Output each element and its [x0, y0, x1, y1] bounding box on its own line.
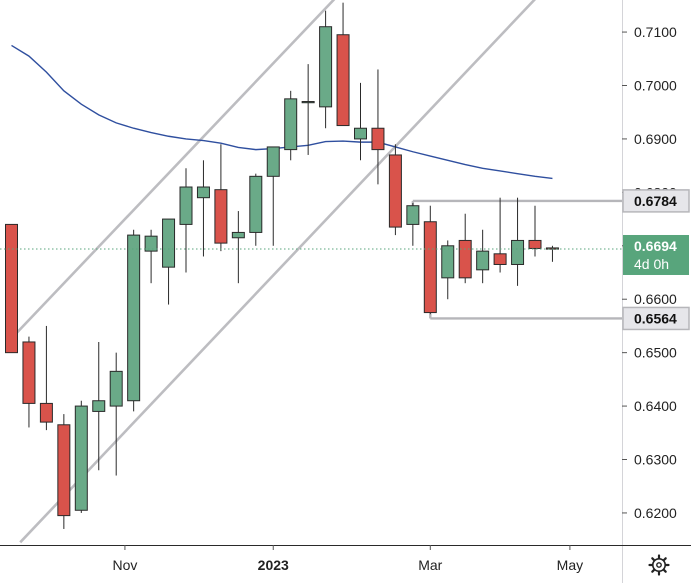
level-tag-box	[622, 306, 690, 331]
candle-body-up	[511, 239, 525, 265]
candle	[127, 229, 141, 412]
candle	[458, 213, 472, 284]
price-tags-layer: 0.6784 0.6564 0.6694 4d 0h	[622, 189, 690, 331]
candle-body-down	[423, 221, 437, 314]
x-tick-label: Mar	[418, 557, 442, 573]
candle-body-down	[493, 253, 507, 265]
candle	[528, 205, 542, 257]
y-tick-label: 0.6400	[634, 398, 677, 414]
candle-body-down	[388, 154, 402, 228]
candle	[57, 414, 71, 529]
y-tick-label: 0.7100	[634, 24, 677, 40]
current-price-tag: 0.6694 4d 0h	[623, 234, 689, 275]
level-tag-box	[622, 189, 690, 213]
candle-body-down	[5, 223, 18, 354]
channel-layer	[7, 0, 537, 544]
candle	[493, 197, 507, 273]
candle	[476, 229, 490, 284]
candle-body-down	[336, 34, 350, 127]
candle	[301, 64, 315, 155]
candle	[388, 144, 402, 236]
y-tick-label: 0.6600	[634, 291, 677, 307]
candle	[545, 245, 559, 262]
candle-body-up	[74, 405, 88, 511]
time-axis[interactable]: Nov 2023 Mar May	[112, 545, 583, 573]
candle-body-up	[179, 186, 193, 225]
candle	[336, 2, 350, 127]
level-price-tag: 0.6564	[622, 306, 690, 331]
candle-body-down	[458, 239, 472, 279]
candle-body-up	[406, 205, 420, 225]
candle-body-up	[284, 98, 298, 151]
x-tick-label: Nov	[112, 557, 137, 573]
current-price-box	[623, 234, 689, 275]
candle	[371, 69, 385, 185]
candle	[231, 211, 245, 284]
candle-body-up	[231, 231, 245, 239]
candle	[511, 197, 525, 286]
level-tag-label: 0.6784	[634, 193, 677, 209]
candle-body-up	[162, 218, 176, 268]
candle-body-up	[354, 127, 367, 140]
candle-body-down	[22, 341, 36, 404]
candle	[179, 168, 193, 273]
channel-line-0	[7, 0, 336, 343]
candle-body-down	[528, 239, 542, 249]
candle	[92, 341, 106, 471]
candle-body-down	[57, 424, 71, 517]
candle	[162, 218, 176, 305]
candle	[214, 144, 228, 252]
candle	[74, 400, 88, 513]
current-price-label: 0.6694	[634, 238, 677, 254]
candle-body-up	[441, 245, 455, 279]
candle-body-up	[144, 235, 158, 252]
candle	[441, 240, 455, 300]
candle-body-up	[301, 101, 315, 104]
level-price-tag: 0.6784	[622, 189, 690, 213]
candle-body-down	[39, 402, 53, 423]
candle	[144, 229, 158, 284]
y-tick-label: 0.6300	[634, 452, 677, 468]
candle-body-up	[319, 26, 333, 108]
candle	[22, 336, 36, 428]
candle-body-up	[196, 186, 210, 199]
x-tick-label: 2023	[258, 557, 289, 573]
candle-body-up	[109, 370, 123, 407]
candle	[266, 146, 280, 246]
candle	[354, 82, 367, 161]
candle-body-up	[476, 250, 490, 271]
gear-icon[interactable]	[648, 554, 670, 576]
candle	[5, 223, 18, 354]
candle	[319, 10, 333, 129]
moving-average-line	[11, 44, 553, 180]
candle	[196, 160, 210, 257]
candle	[109, 352, 123, 476]
y-tick-label: 0.7000	[634, 77, 677, 93]
countdown-label: 4d 0h	[634, 256, 669, 272]
candle	[423, 205, 437, 315]
x-tick-label: May	[557, 557, 583, 573]
candle	[39, 325, 53, 431]
candles-layer	[5, 2, 559, 529]
candle	[406, 203, 420, 246]
channel-line-1	[19, 0, 537, 544]
candle-body-down	[371, 127, 385, 151]
candle-body-up	[266, 146, 280, 177]
candle-body-up	[92, 400, 106, 412]
y-tick-label: 0.6900	[634, 131, 677, 147]
y-tick-label: 0.6200	[634, 505, 677, 521]
candle	[249, 173, 263, 246]
candle-body-down	[214, 189, 228, 244]
level-tag-label: 0.6564	[634, 310, 677, 326]
candle	[284, 90, 298, 161]
y-tick-label: 0.6500	[634, 345, 677, 361]
candle-body-up	[127, 234, 141, 402]
moving-average-layer	[11, 44, 553, 180]
candle-body-up	[249, 175, 263, 233]
